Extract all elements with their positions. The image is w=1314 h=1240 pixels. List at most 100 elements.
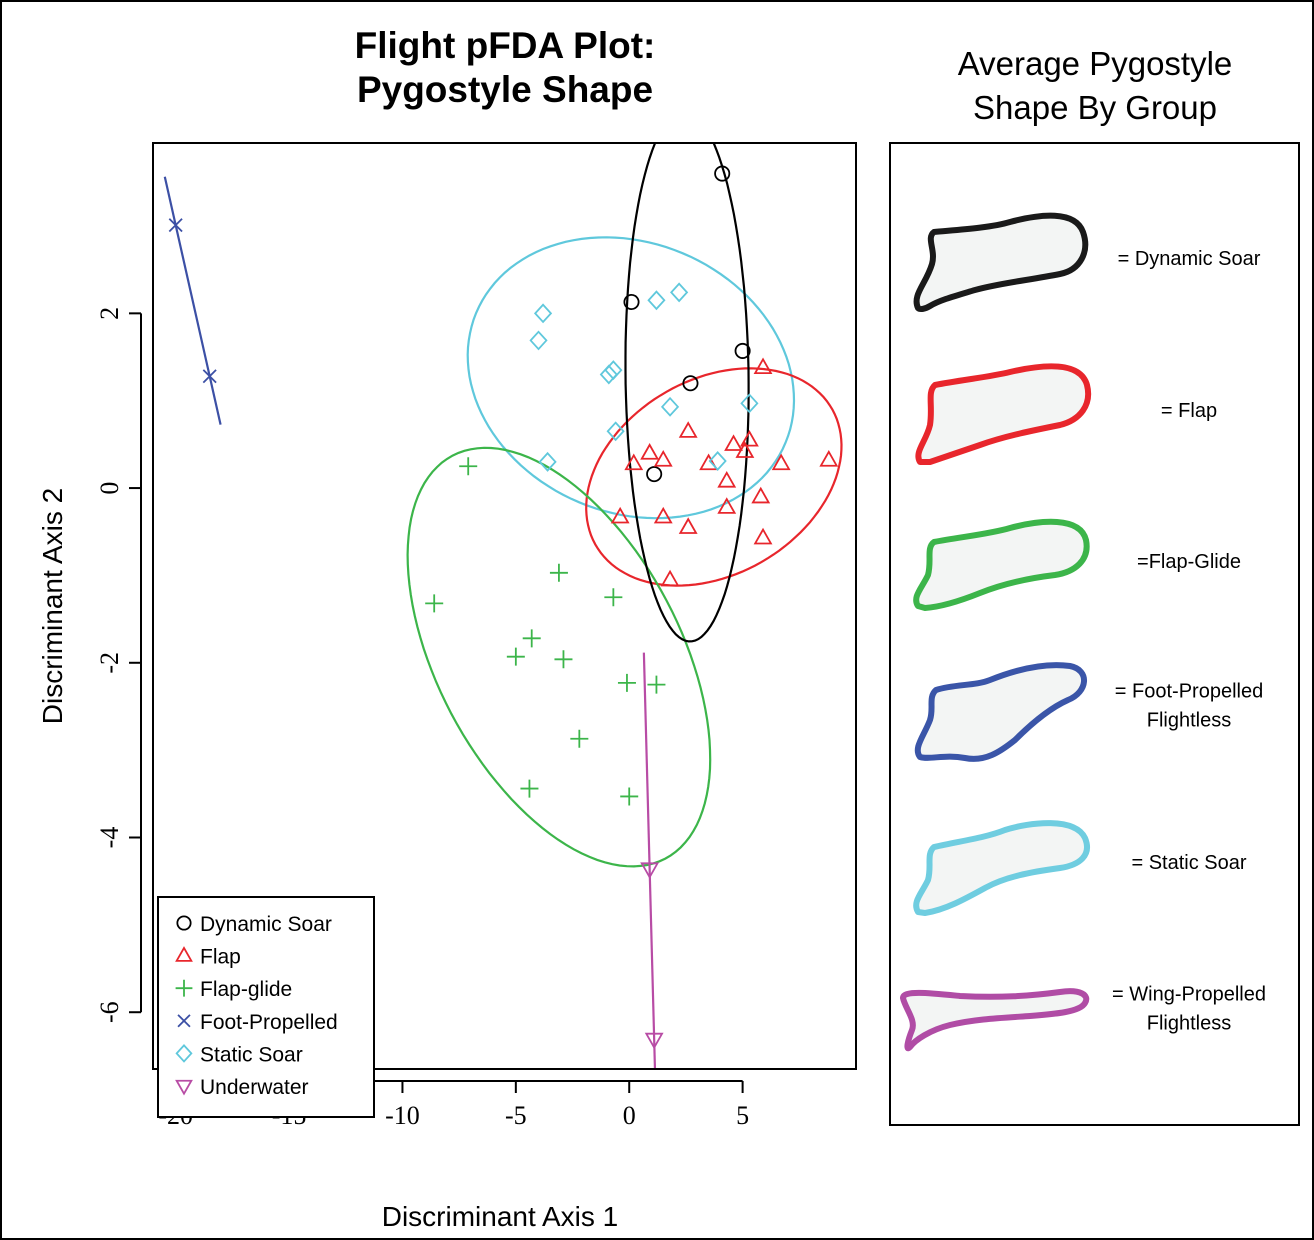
series-flap-glide (425, 457, 666, 806)
legend-label: Foot-Propelled (200, 1011, 338, 1034)
shape-entry: = Flap (915, 363, 1217, 465)
legend-label: Static Soar (200, 1043, 303, 1066)
series-foot-propelled (168, 218, 217, 384)
y-tick-label: -4 (95, 827, 124, 849)
pygostyle-shape (913, 518, 1090, 611)
data-point (640, 443, 660, 460)
legend-label: Flap (200, 946, 241, 969)
data-point (678, 517, 698, 534)
shape-label: = Dynamic Soar (1118, 248, 1261, 270)
legend-marker (175, 1079, 193, 1096)
chart-title-line-1: Flight pFDA Plot: (354, 25, 656, 66)
data-point (617, 673, 636, 692)
pygostyle-shape (915, 363, 1092, 465)
shape-entry: =Flap-Glide (913, 518, 1241, 611)
y-axis-label: Discriminant Axis 2 (37, 488, 68, 725)
pygostyle-shape (900, 988, 1090, 1052)
shape-label: = Flap (1161, 400, 1217, 422)
data-point (529, 330, 548, 351)
chart-title-line-2: Pygostyle Shape (356, 69, 654, 110)
x-tick-label: 5 (736, 1101, 749, 1130)
legend-item: Flap (175, 946, 241, 969)
line-foot-propelled (163, 176, 222, 425)
x-tick-label: 0 (623, 1101, 636, 1130)
y-tick-label: -6 (95, 1001, 124, 1023)
data-point (717, 471, 737, 488)
data-point (717, 497, 737, 514)
data-point (606, 421, 625, 442)
ellipse-dynamic-soar (624, 143, 750, 643)
data-point (506, 647, 525, 666)
shape-panel-entries: = Dynamic Soar = Flap =Flap-Glide = Foot-Pr… (900, 212, 1266, 1052)
data-point (522, 629, 541, 648)
data-point (620, 787, 639, 806)
data-point (549, 563, 568, 582)
legend-label: Dynamic Soar (200, 913, 332, 936)
y-tick-label: -2 (95, 652, 124, 674)
shape-panel-title-line-1: Average Pygostyle (957, 45, 1233, 82)
legend-marker (175, 946, 193, 962)
shape-entry: = Wing-Propelled Flightless (900, 984, 1266, 1052)
data-point (599, 364, 618, 385)
legend-marker (175, 1044, 193, 1063)
series-underwater (640, 862, 664, 1050)
pygostyle-shape (914, 662, 1087, 762)
shape-panel: = Dynamic Soar = Flap =Flap-Glide = Foot-Pr… (889, 142, 1300, 1126)
shape-label: = Static Soar (1131, 852, 1246, 874)
line-underwater (642, 652, 657, 1069)
legend: Dynamic Soar Flap Flap-glide Foot-Propelled… (157, 896, 375, 1118)
data-point (533, 303, 553, 324)
data-point (735, 441, 755, 458)
data-point (734, 342, 751, 359)
data-point (699, 453, 719, 471)
shape-entry: = Dynamic Soar (913, 212, 1261, 313)
shape-panel-title-line-2: Shape By Group (973, 89, 1217, 126)
data-point (604, 588, 623, 607)
data-point (682, 375, 699, 392)
data-point (538, 451, 557, 472)
data-point (653, 506, 673, 524)
data-point (570, 729, 589, 748)
data-point (646, 466, 663, 483)
legend-marker (175, 979, 193, 997)
shape-entry: = Foot-Propelled Flightless (914, 662, 1263, 762)
data-point (610, 506, 630, 524)
data-point (740, 393, 759, 414)
data-point (724, 434, 743, 451)
data-point (459, 457, 478, 476)
data-point (640, 862, 660, 880)
data-point (623, 293, 640, 311)
data-point (660, 396, 680, 417)
data-point (520, 779, 539, 798)
legend-item: Foot-Propelled (177, 1011, 338, 1034)
ellipse-flap (585, 367, 843, 587)
x-tick-label: -5 (505, 1101, 527, 1130)
legend-label: Flap-glide (200, 978, 292, 1001)
data-point (168, 218, 183, 233)
series-static-soar (529, 282, 759, 472)
data-point (819, 450, 839, 467)
legend-item: Underwater (175, 1076, 309, 1099)
pygostyle-shape (913, 820, 1090, 916)
shape-panel-title: Average Pygostyle Shape By Group (890, 42, 1300, 130)
shape-label: Flightless (1147, 1013, 1231, 1035)
data-point (647, 290, 666, 311)
data-point (751, 486, 771, 504)
series-flap (610, 357, 839, 587)
legend-item: Flap-glide (175, 978, 292, 1001)
y-tick-label: 2 (95, 307, 124, 320)
data-point (644, 1032, 664, 1050)
shape-panel-box (889, 142, 1300, 1126)
ellipse-layer (163, 143, 843, 1069)
data-point (653, 450, 673, 467)
data-point (670, 282, 689, 303)
data-point (647, 675, 666, 694)
data-point (753, 357, 773, 375)
plot-layer (163, 143, 843, 1069)
data-point (708, 451, 727, 471)
legend-label: Underwater (200, 1076, 309, 1099)
shape-entry: = Static Soar (913, 820, 1247, 916)
legend-item: Static Soar (175, 1043, 303, 1066)
